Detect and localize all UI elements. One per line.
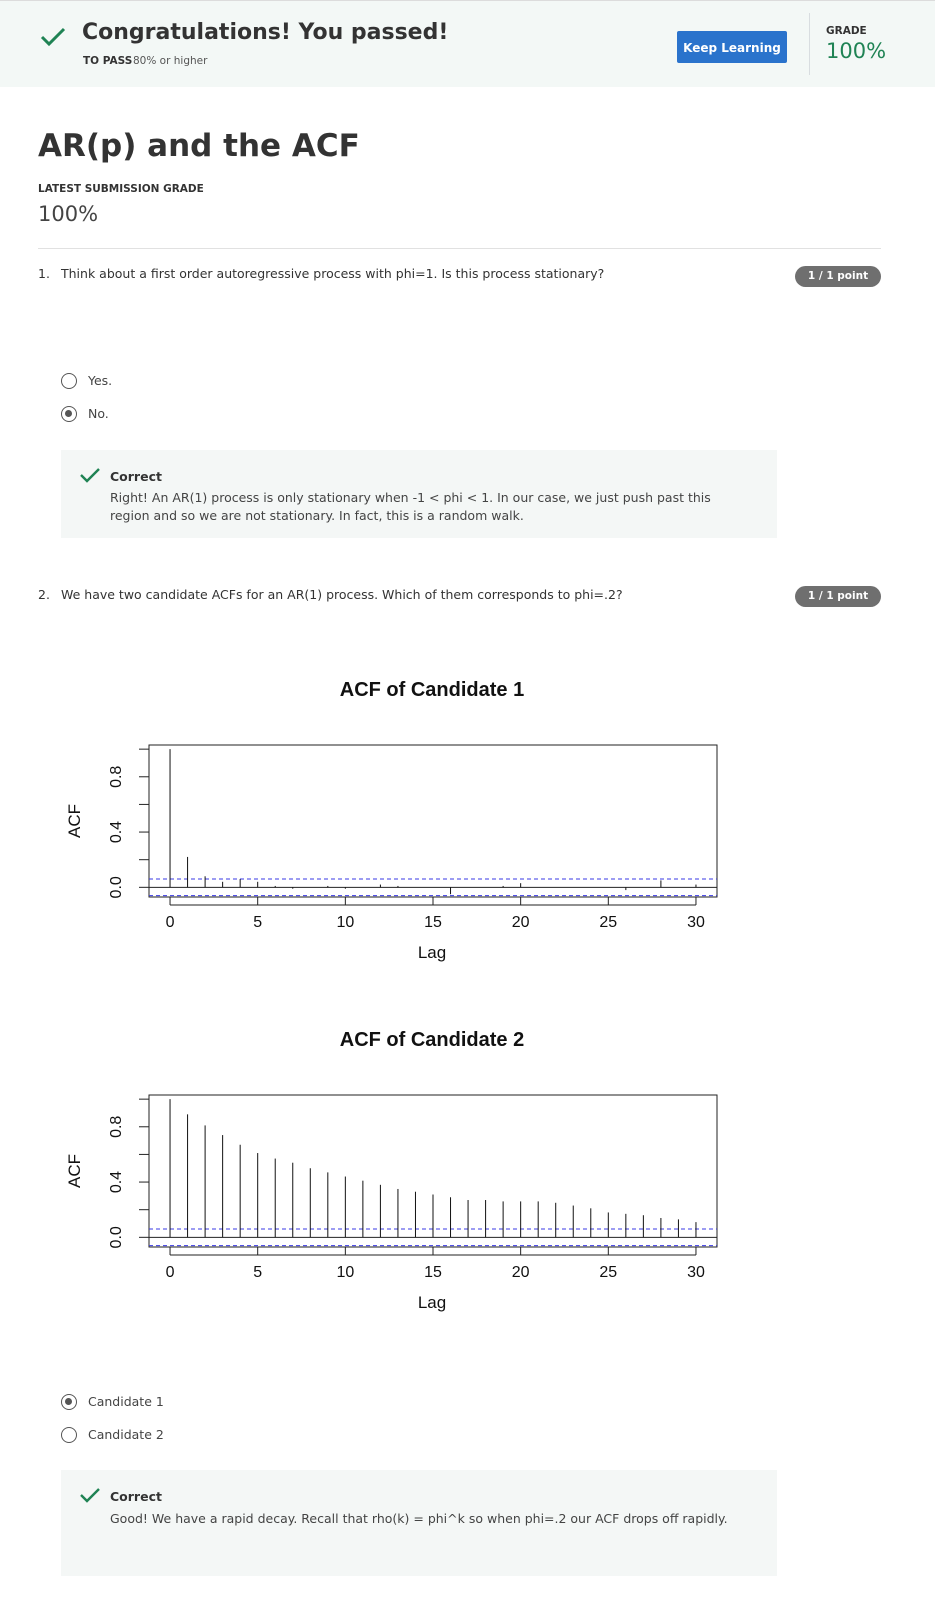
x-tick-label: 25 bbox=[599, 1264, 617, 1281]
question-2-text: We have two candidate ACFs for an AR(1) … bbox=[61, 587, 623, 602]
x-tick-label: 10 bbox=[336, 914, 354, 931]
x-tick-label: 20 bbox=[512, 914, 530, 931]
banner-title: Congratulations! You passed! bbox=[82, 20, 449, 45]
chart-title: ACF of Candidate 1 bbox=[340, 679, 524, 701]
to-pass-value: 80% or higher bbox=[133, 55, 208, 67]
question-1-number: 1. bbox=[38, 266, 50, 281]
y-tick-label: 0.8 bbox=[108, 1116, 125, 1138]
y-axis-label: ACF bbox=[65, 804, 84, 838]
x-axis-label: Lag bbox=[418, 943, 446, 962]
x-tick-label: 0 bbox=[166, 914, 175, 931]
question-1-points-badge: 1 / 1 point bbox=[795, 266, 881, 287]
acf-chart-candidate-2: ACF of Candidate 2 0 5 10 15 20 25 30 0.0 0.4 0.8 L… bbox=[65, 1029, 718, 1312]
checkmark-icon bbox=[80, 1488, 100, 1503]
checkmark-icon bbox=[40, 27, 66, 47]
question-2-option-candidate-1-radio[interactable] bbox=[61, 1394, 77, 1410]
y-tick-label: 0.0 bbox=[108, 1226, 125, 1248]
y-axis-label: ACF bbox=[65, 1154, 84, 1188]
question-2-option-candidate-2-label[interactable]: Candidate 2 bbox=[88, 1427, 164, 1442]
divider bbox=[38, 248, 881, 249]
question-1-text: Think about a first order autoregressive… bbox=[61, 266, 605, 281]
y-tick-label: 0.4 bbox=[108, 821, 125, 843]
y-tick-label: 0.8 bbox=[108, 766, 125, 788]
page-title: AR(p) and the ACF bbox=[38, 128, 360, 164]
question-1-option-no-label[interactable]: No. bbox=[88, 406, 109, 421]
question-2-option-candidate-2-radio[interactable] bbox=[61, 1427, 77, 1443]
question-1-option-yes-label[interactable]: Yes. bbox=[88, 373, 113, 388]
keep-learning-button[interactable]: Keep Learning bbox=[677, 31, 787, 63]
x-tick-label: 30 bbox=[687, 914, 705, 931]
plot-frame bbox=[148, 744, 718, 898]
question-2-option-candidate-1-label[interactable]: Candidate 1 bbox=[88, 1394, 164, 1409]
x-tick-label: 15 bbox=[424, 1264, 442, 1281]
question-1-option-yes-radio[interactable] bbox=[61, 373, 77, 389]
latest-grade-label: LATEST SUBMISSION GRADE bbox=[38, 183, 204, 195]
y-tick-label: 0.0 bbox=[108, 876, 125, 898]
x-tick-label: 25 bbox=[599, 914, 617, 931]
grade-value: 100% bbox=[826, 39, 887, 63]
x-axis-label: Lag bbox=[418, 1293, 446, 1312]
banner-divider bbox=[809, 13, 810, 75]
feedback-title: Correct bbox=[110, 469, 162, 484]
question-2-number: 2. bbox=[38, 587, 50, 602]
feedback-text: Good! We have a rapid decay. Recall that… bbox=[110, 1511, 728, 1526]
x-tick-label: 5 bbox=[253, 914, 262, 931]
x-tick-label: 0 bbox=[166, 1264, 175, 1281]
feedback-text: Right! An AR(1) process is only stationa… bbox=[110, 490, 711, 523]
checkmark-icon bbox=[80, 468, 100, 483]
acf-chart-candidate-1: ACF of Candidate 1 0 5 10 15 20 25 30 0.0 0.4 0.8 L… bbox=[65, 679, 718, 962]
question-2-points-badge: 1 / 1 point bbox=[795, 586, 881, 607]
x-tick-label: 30 bbox=[687, 1264, 705, 1281]
feedback-title: Correct bbox=[110, 1489, 162, 1504]
pass-banner: Congratulations! You passed! TO PASS 80%… bbox=[0, 0, 935, 87]
question-1-option-no-radio[interactable] bbox=[61, 406, 77, 422]
latest-grade-value: 100% bbox=[38, 202, 99, 226]
y-tick-label: 0.4 bbox=[108, 1171, 125, 1193]
x-tick-label: 20 bbox=[512, 1264, 530, 1281]
x-tick-label: 15 bbox=[424, 914, 442, 931]
to-pass-label: TO PASS bbox=[83, 55, 133, 67]
x-tick-label: 5 bbox=[253, 1264, 262, 1281]
question-1-feedback: Correct Right! An AR(1) process is only … bbox=[61, 450, 777, 538]
grade-label: GRADE bbox=[826, 25, 867, 37]
x-tick-label: 10 bbox=[336, 1264, 354, 1281]
question-2-feedback: Correct Good! We have a rapid decay. Rec… bbox=[61, 1470, 777, 1576]
chart-title: ACF of Candidate 2 bbox=[340, 1029, 524, 1051]
